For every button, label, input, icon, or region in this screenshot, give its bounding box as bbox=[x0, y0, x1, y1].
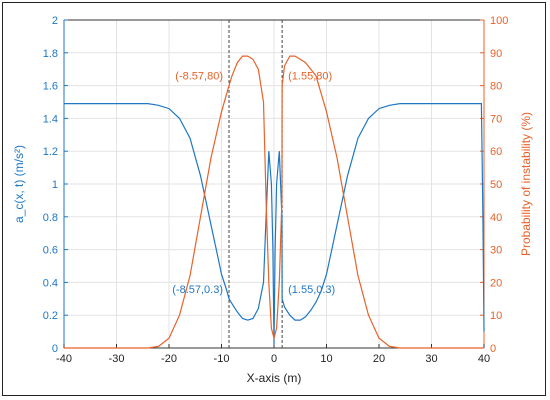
y-left-axis-label: a_c(x, t) (m/s²) bbox=[12, 145, 26, 223]
x-tick-label: 40 bbox=[478, 353, 490, 365]
data-point-annotation: (1.55,80) bbox=[288, 71, 332, 83]
y-right-tick-label: 60 bbox=[490, 146, 502, 158]
y-left-tick-label: 1.2 bbox=[43, 146, 58, 158]
acceleration-series-line bbox=[64, 102, 485, 345]
y-right-tick-label: 90 bbox=[490, 48, 502, 60]
instability-series-line bbox=[64, 55, 484, 349]
x-tick-label: 10 bbox=[320, 353, 332, 365]
y-right-tick-label: 40 bbox=[490, 212, 502, 224]
y-right-tick-label: 80 bbox=[490, 81, 502, 93]
y-right-tick-label: 50 bbox=[490, 179, 502, 191]
y-right-tick-label: 0 bbox=[490, 343, 496, 355]
x-tick-label: -30 bbox=[109, 353, 125, 365]
x-tick-label: -40 bbox=[56, 353, 72, 365]
x-tick-label: -20 bbox=[161, 353, 177, 365]
y-left-tick-label: 1.4 bbox=[43, 113, 58, 125]
y-left-tick-label: 2 bbox=[52, 15, 58, 27]
y-right-tick-label: 20 bbox=[490, 277, 502, 289]
dual-axis-line-chart: -40 -30 -20 -10 0 10 20 30 4000.20.40.60.811.21.… bbox=[12, 15, 533, 385]
y-right-tick-label: 10 bbox=[490, 310, 502, 322]
y-left-tick-label: 0.6 bbox=[43, 245, 58, 257]
data-point-annotation: (-8.57,80) bbox=[175, 71, 223, 83]
x-tick-label: -10 bbox=[214, 353, 230, 365]
y-right-tick-label: 100 bbox=[490, 15, 508, 27]
y-left-tick-label: 1.6 bbox=[43, 81, 58, 93]
y-left-tick-label: 1 bbox=[52, 179, 58, 191]
y-left-tick-label: 0.8 bbox=[43, 212, 58, 224]
y-right-axis-label: Probability of instability (%) bbox=[519, 112, 533, 256]
data-point-annotation: (-8.57,0.3) bbox=[172, 284, 223, 296]
y-left-tick-label: 0.2 bbox=[43, 310, 58, 322]
x-tick-label: 30 bbox=[425, 353, 437, 365]
x-axis-label: X-axis (m) bbox=[247, 371, 302, 385]
y-left-tick-label: 1.8 bbox=[43, 48, 58, 60]
y-right-tick-label: 70 bbox=[490, 113, 502, 125]
y-left-tick-label: 0.4 bbox=[43, 277, 58, 289]
y-right-tick-label: 30 bbox=[490, 245, 502, 257]
x-tick-label: 0 bbox=[271, 353, 277, 365]
x-tick-label: 20 bbox=[373, 353, 385, 365]
chart-frame: -40 -30 -20 -10 0 10 20 30 40 0 0.2 0.4 0.6 0.8 1 1.2 1.… bbox=[2, 2, 546, 396]
y-left-tick-label: 0 bbox=[52, 343, 58, 355]
data-point-annotation: (1.55,0.3) bbox=[288, 284, 335, 296]
